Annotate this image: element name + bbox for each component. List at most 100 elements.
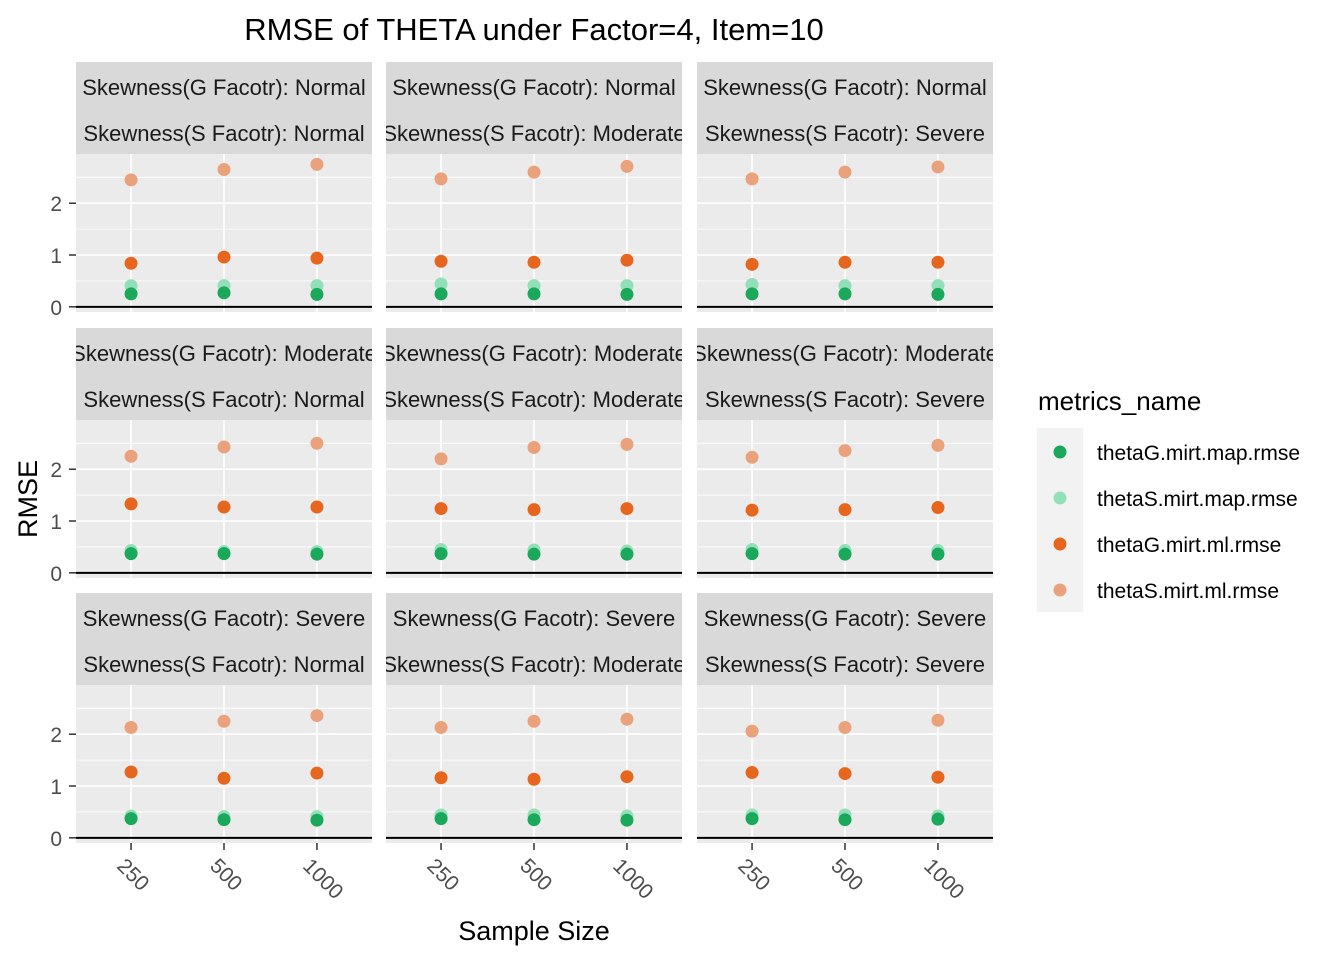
facet-strip-label-s: Skewness(S Facotr): Severe — [705, 121, 985, 146]
data-point — [434, 771, 448, 785]
data-point — [931, 438, 945, 452]
facet-strip — [76, 328, 372, 420]
facet-strip-label-g: Skewness(G Facotr): Moderate — [381, 341, 687, 366]
data-point — [838, 547, 852, 561]
data-point — [931, 547, 945, 561]
data-point — [124, 720, 138, 734]
data-point — [527, 503, 541, 517]
data-point — [124, 812, 138, 826]
data-point — [217, 440, 231, 454]
y-tick-label: 1 — [50, 245, 62, 268]
facet-strip-label-s: Skewness(S Facotr): Moderate — [382, 387, 685, 412]
data-point — [434, 812, 448, 826]
data-point — [124, 256, 138, 270]
data-point — [527, 165, 541, 179]
y-tick-label: 0 — [50, 297, 62, 320]
data-point — [217, 163, 231, 177]
data-point — [527, 714, 541, 728]
data-point — [838, 503, 852, 517]
facet-strip-label-g: Skewness(G Facotr): Severe — [704, 606, 986, 631]
y-axis-label: RMSE — [13, 460, 43, 538]
data-point — [434, 254, 448, 268]
facet-strip-label-s: Skewness(S Facotr): Moderate — [382, 121, 685, 146]
legend: metrics_name thetaG.mirt.map.rmse thetaS.… — [1037, 386, 1300, 612]
facet-panel: Skewness(G Facotr): Severe Skewness(S Fac… — [382, 593, 685, 843]
legend-swatch — [1053, 445, 1067, 459]
data-point — [620, 159, 634, 173]
data-point — [434, 452, 448, 466]
y-tick-label: 2 — [50, 724, 62, 747]
facet-panel: Skewness(G Facotr): Moderate Skewness(S F… — [692, 328, 998, 578]
data-point — [838, 444, 852, 458]
facet-strip-label-s: Skewness(S Facotr): Severe — [705, 652, 985, 677]
data-point — [217, 286, 231, 300]
data-point — [931, 287, 945, 301]
facet-strip-label-g: Skewness(G Facotr): Moderate — [71, 341, 377, 366]
facet-strip-label-g: Skewness(G Facotr): Severe — [83, 606, 365, 631]
facet-panel: Skewness(G Facotr): Moderate Skewness(S F… — [381, 328, 687, 578]
data-point — [620, 502, 634, 516]
data-point — [310, 436, 324, 450]
data-point — [310, 500, 324, 514]
data-point — [434, 172, 448, 186]
data-point — [434, 277, 448, 291]
data-point — [217, 500, 231, 514]
data-point — [620, 547, 634, 561]
data-point — [745, 766, 759, 780]
facet-strip-label-s: Skewness(S Facotr): Normal — [83, 387, 364, 412]
data-point — [124, 287, 138, 301]
data-point — [217, 547, 231, 561]
legend-entry-label: thetaS.mirt.map.rmse — [1097, 488, 1298, 511]
data-point — [931, 770, 945, 784]
data-point — [620, 287, 634, 301]
facet-strip — [697, 593, 993, 685]
legend-swatch — [1053, 491, 1067, 505]
data-point — [745, 172, 759, 186]
data-point — [620, 712, 634, 726]
data-point — [217, 250, 231, 264]
data-point — [434, 720, 448, 734]
data-point — [434, 547, 448, 561]
facet-panel: Skewness(G Facotr): Normal Skewness(S Fac… — [76, 62, 372, 312]
data-point — [527, 440, 541, 454]
data-point — [527, 547, 541, 561]
data-point — [931, 713, 945, 727]
facet-strip-label-g: Skewness(G Facotr): Normal — [82, 75, 366, 100]
facet-strip-label-g: Skewness(G Facotr): Normal — [392, 75, 676, 100]
x-axis-label: Sample Size — [458, 916, 610, 946]
facet-strip-label-s: Skewness(S Facotr): Moderate — [382, 652, 685, 677]
data-point — [745, 503, 759, 517]
y-tick-label: 1 — [50, 511, 62, 534]
legend-entry-label: thetaS.mirt.ml.rmse — [1097, 580, 1279, 603]
legend-entry-label: thetaG.mirt.ml.rmse — [1097, 534, 1281, 557]
facet-strip — [76, 62, 372, 154]
data-point — [310, 547, 324, 561]
data-point — [838, 287, 852, 301]
data-point — [838, 767, 852, 781]
data-point — [931, 501, 945, 515]
y-tick-label: 2 — [50, 459, 62, 482]
facet-strip — [386, 62, 682, 154]
data-point — [745, 257, 759, 271]
facet-panel: Skewness(G Facotr): Severe Skewness(S Fac… — [76, 593, 372, 843]
legend-swatch — [1053, 537, 1067, 551]
y-tick-label: 0 — [50, 563, 62, 586]
data-point — [310, 766, 324, 780]
data-point — [838, 255, 852, 269]
facet-panel: Skewness(G Facotr): Normal Skewness(S Fac… — [382, 62, 685, 312]
facet-strip-label-g: Skewness(G Facotr): Moderate — [692, 341, 998, 366]
data-point — [931, 160, 945, 174]
data-point — [931, 255, 945, 269]
data-point — [931, 812, 945, 826]
data-point — [217, 714, 231, 728]
data-point — [838, 165, 852, 179]
data-point — [124, 449, 138, 463]
data-point — [124, 173, 138, 187]
data-point — [124, 547, 138, 561]
data-point — [745, 278, 759, 292]
data-point — [838, 720, 852, 734]
data-point — [527, 772, 541, 786]
data-point — [745, 812, 759, 826]
data-point — [745, 450, 759, 464]
